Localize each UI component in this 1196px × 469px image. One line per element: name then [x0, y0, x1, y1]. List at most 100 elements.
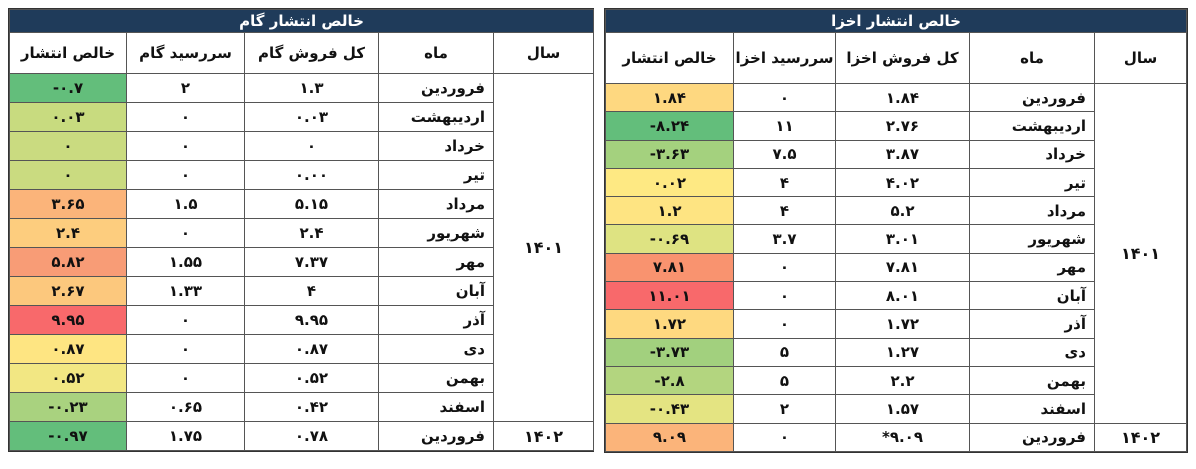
net-issuance-cell: -۰.۷ [9, 73, 127, 103]
total-sales-cell: ۱.۸۴ [835, 82, 970, 113]
month-cell: آبان [378, 276, 494, 306]
net-issuance-cell: ۵.۸۲ [9, 247, 127, 277]
total-sales-cell: ۴ [244, 276, 379, 306]
gam-net-issuance-table: خالص انتشار گام خالص انتشار سررسید گام ک… [8, 9, 595, 451]
net-issuance-cell: ۱.۸۴ [605, 82, 734, 113]
table-row: -۳.۷۳ ۵ ۱.۲۷ دی [605, 337, 1187, 367]
month-cell: فروردین [378, 421, 494, 451]
maturity-cell: ۲ [733, 394, 836, 424]
total-sales-cell: ۵.۱۵ [244, 189, 379, 219]
maturity-cell: ۰.۶۵ [126, 392, 245, 422]
total-sales-cell: ۰.۵۲ [244, 363, 379, 393]
month-cell: آذر [969, 309, 1095, 339]
total-sales-cell: ۱.۲۷ [835, 337, 970, 367]
net-issuance-cell: -۳.۶۳ [605, 139, 734, 169]
table-title: خالص انتشار گام [8, 9, 595, 33]
total-sales-cell: ۵.۲ [835, 196, 970, 226]
maturity-cell: ۰ [733, 82, 836, 113]
month-cell: آبان [969, 281, 1095, 311]
total-sales-cell: ۰.۰۰ [244, 160, 379, 190]
header-year: سال [1093, 32, 1188, 84]
net-issuance-cell: -۳.۷۳ [605, 337, 734, 367]
net-issuance-cell: ۲.۶۷ [9, 276, 127, 306]
net-issuance-cell: ۱۱.۰۱ [605, 281, 734, 311]
month-cell: تیر [378, 160, 494, 190]
maturity-cell: ۰ [126, 160, 245, 190]
total-sales-cell: ۸.۰۱ [835, 281, 970, 311]
total-sales-cell: ۰.۴۲ [244, 392, 379, 422]
maturity-cell: ۷.۵ [733, 139, 836, 169]
month-cell: اسفند [378, 392, 494, 422]
maturity-cell: ۰ [126, 305, 245, 335]
total-sales-cell: ۳.۰۱ [835, 224, 970, 254]
month-cell: بهمن [378, 363, 494, 393]
net-issuance-cell: -۰.۹۷ [9, 421, 127, 451]
net-issuance-cell: ۰ [9, 131, 127, 161]
total-sales-cell: ۲.۴ [244, 218, 379, 248]
table-row: -۰.۷ ۲ ۱.۳ فروردین ۱۴۰۱ [9, 73, 595, 422]
net-issuance-cell: -۰.۶۹ [605, 224, 734, 254]
net-issuance-cell: -۰.۲۳ [9, 392, 127, 422]
year-cell: ۱۴۰۲ [1093, 422, 1188, 452]
month-cell: بهمن [969, 365, 1095, 396]
right-table-container: خالص انتشار اخزا خالص انتشار سررسید اخزا… [604, 8, 1188, 453]
maturity-cell: ۰ [126, 218, 245, 248]
total-sales-cell: ۰ [244, 131, 379, 161]
month-cell: آذر [378, 305, 494, 335]
net-issuance-cell: ۱.۷۲ [605, 309, 734, 339]
akhza-net-issuance-table: خالص انتشار اخزا خالص انتشار سررسید اخزا… [604, 9, 1188, 452]
table-row: ۰.۵۲ ۰ ۰.۵۲ بهمن [9, 363, 594, 393]
table-row: ۵.۸۲ ۱.۵۵ ۷.۳۷ مهر [9, 247, 594, 277]
maturity-cell: ۴ [733, 196, 836, 226]
maturity-cell: ۱.۳۳ [126, 276, 245, 306]
year-cell: ۱۴۰۱ [492, 73, 595, 422]
maturity-cell: ۱.۷۵ [126, 421, 245, 451]
net-issuance-cell: ۲.۴ [9, 218, 127, 248]
total-sales-cell: ۲.۲ [835, 365, 970, 396]
table-row: ۱.۸۴ ۰ ۱.۸۴ فروردین ۱۴۰۱ [605, 82, 1188, 424]
maturity-cell: ۰ [733, 309, 836, 339]
net-issuance-cell: -۰.۴۳ [605, 394, 734, 424]
month-cell: دی [969, 337, 1095, 367]
table-body: ۱.۸۴ ۰ ۱.۸۴ فروردین ۱۴۰۱ -۸.۲۴ ۱۱ ۲.۷۶ اردیبهشت -… [605, 82, 1188, 452]
table-row: -۰.۲۳ ۰.۶۵ ۰.۴۲ اسفند [9, 392, 594, 422]
net-issuance-cell: ۰.۰۲ [605, 167, 734, 198]
month-cell: فروردین [969, 422, 1095, 452]
header-total-sales: کل فروش اخزا [835, 32, 970, 84]
total-sales-cell: ۰.۷۸ [244, 421, 379, 451]
maturity-cell: ۳.۷ [733, 224, 836, 254]
header-total-sales: کل فروش گام [244, 32, 379, 74]
total-sales-cell: ۷.۳۷ [244, 247, 379, 277]
table-body: -۰.۷ ۲ ۱.۳ فروردین ۱۴۰۱ ۰.۰۳ ۰ ۰.۰۳ اردیبهشت ۰ ۰ ۰ خ… [9, 73, 595, 451]
maturity-cell: ۱.۵۵ [126, 247, 245, 277]
table-row: ۱.۷۲ ۰ ۱.۷۲ آذر [605, 309, 1187, 339]
total-sales-cell: ۱.۵۷ [835, 394, 970, 424]
net-issuance-cell: ۰.۵۲ [9, 363, 127, 393]
month-cell: خرداد [378, 131, 494, 161]
total-sales-cell: ۱.۷۲ [835, 309, 970, 339]
total-sales-cell: *۹.۰۹ [835, 422, 970, 452]
table-row: -۰.۴۳ ۲ ۱.۵۷ اسفند [605, 394, 1187, 424]
table-row: -۰.۹۷ ۱.۷۵ ۰.۷۸ فروردین ۱۴۰۲ [9, 421, 595, 451]
net-issuance-cell: ۰ [9, 160, 127, 190]
year-cell: ۱۴۰۱ [1093, 83, 1188, 424]
total-sales-cell: ۴.۰۲ [835, 167, 970, 198]
maturity-cell: ۰ [733, 422, 836, 452]
month-cell: مرداد [969, 196, 1095, 226]
maturity-cell: ۵ [733, 365, 836, 396]
month-cell: اسفند [969, 394, 1095, 424]
net-issuance-cell: -۲.۸ [605, 365, 734, 396]
table-row: ۰ ۰ ۰.۰۰ تیر [9, 160, 594, 190]
maturity-cell: ۱.۵ [126, 189, 245, 219]
maturity-cell: ۰ [126, 102, 245, 132]
month-cell: دی [378, 334, 494, 364]
net-issuance-cell: -۸.۲۴ [605, 111, 734, 141]
table-row: ۷.۸۱ ۰ ۷.۸۱ مهر [605, 252, 1187, 283]
header-year: سال [492, 32, 595, 74]
year-cell: ۱۴۰۲ [492, 421, 595, 451]
left-table-container: خالص انتشار گام خالص انتشار سررسید گام ک… [8, 8, 595, 452]
total-sales-cell: ۰.۸۷ [244, 334, 379, 364]
maturity-cell: ۰ [733, 252, 836, 283]
maturity-cell: ۵ [733, 337, 836, 367]
month-cell: فروردین [378, 73, 494, 103]
